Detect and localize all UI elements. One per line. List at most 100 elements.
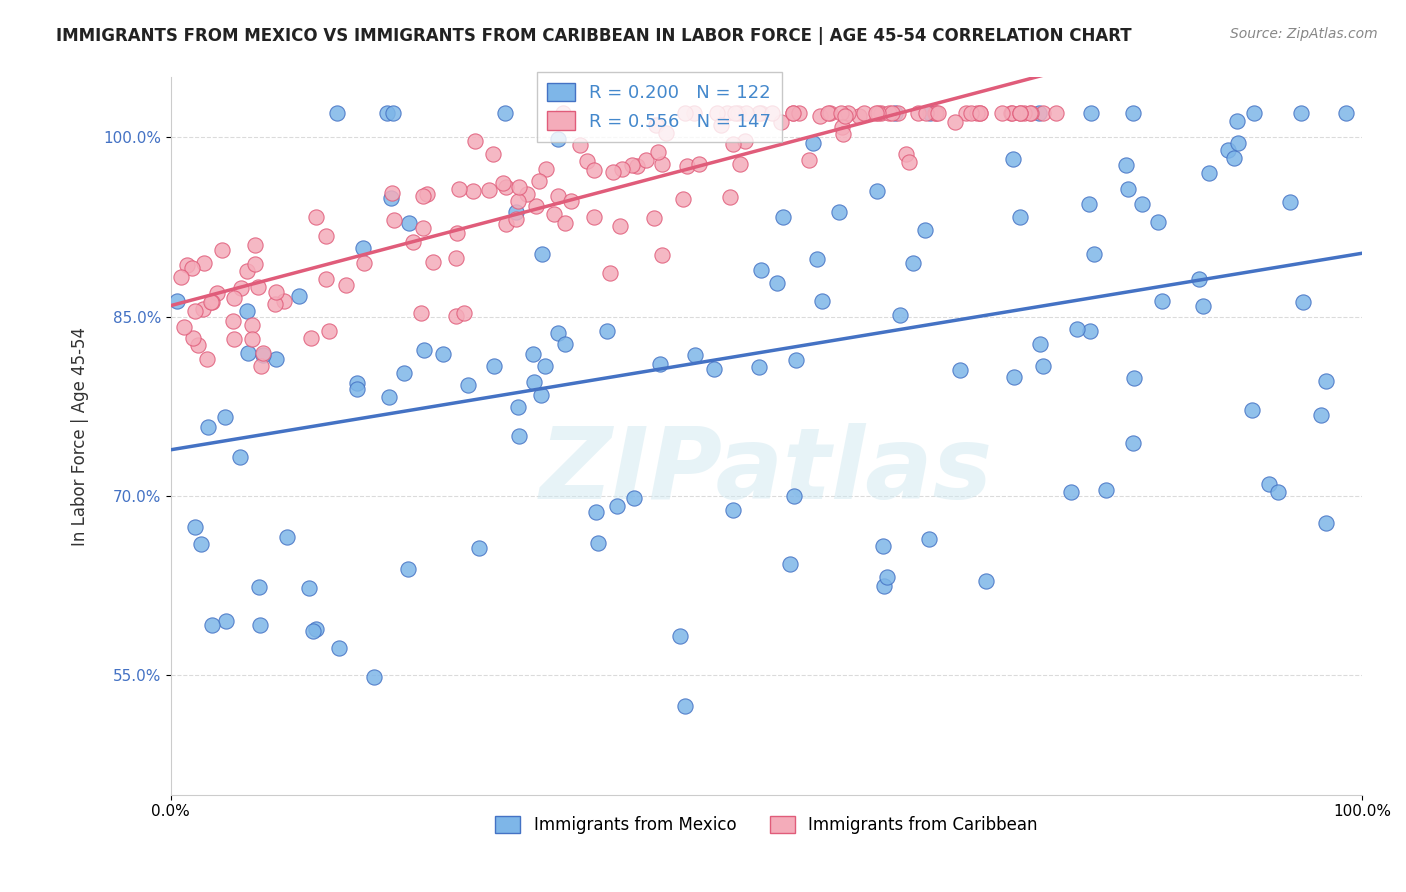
Point — [586, 535, 609, 549]
Point — [703, 362, 725, 376]
Point — [495, 218, 517, 232]
Point — [769, 114, 792, 128]
Point — [1029, 337, 1052, 351]
Point — [683, 348, 706, 362]
Point — [817, 106, 839, 120]
Point — [1147, 215, 1170, 229]
Point — [1028, 106, 1050, 120]
Point — [240, 332, 263, 346]
Point — [969, 106, 991, 120]
Point — [801, 136, 824, 151]
Point — [530, 388, 553, 402]
Point — [247, 280, 270, 294]
Point — [461, 185, 484, 199]
Point — [782, 106, 804, 120]
Point — [883, 106, 905, 120]
Point — [779, 557, 801, 571]
Point — [394, 366, 416, 380]
Point — [1018, 106, 1040, 120]
Point — [449, 182, 471, 196]
Point — [873, 579, 896, 593]
Point — [569, 138, 592, 153]
Point — [288, 288, 311, 302]
Point — [302, 624, 325, 639]
Point — [412, 343, 434, 358]
Point — [211, 243, 233, 257]
Point — [195, 352, 218, 367]
Point — [524, 199, 547, 213]
Point — [482, 359, 505, 374]
Point — [596, 324, 619, 338]
Point — [250, 359, 273, 373]
Point — [183, 331, 205, 345]
Text: Source: ZipAtlas.com: Source: ZipAtlas.com — [1230, 27, 1378, 41]
Point — [723, 502, 745, 516]
Point — [249, 618, 271, 632]
Point — [252, 346, 274, 360]
Point — [949, 363, 972, 377]
Point — [235, 304, 257, 318]
Point — [676, 159, 699, 173]
Point — [1001, 106, 1024, 120]
Point — [505, 212, 527, 227]
Point — [1010, 106, 1032, 120]
Point — [1226, 113, 1249, 128]
Point — [920, 106, 942, 120]
Point — [1315, 374, 1337, 388]
Point — [315, 228, 337, 243]
Point — [547, 188, 569, 202]
Point — [1243, 106, 1265, 120]
Point — [721, 137, 744, 152]
Point — [1292, 295, 1315, 310]
Point — [506, 400, 529, 414]
Point — [1080, 106, 1102, 120]
Point — [432, 347, 454, 361]
Point — [382, 106, 405, 120]
Point — [1336, 106, 1358, 120]
Point — [848, 109, 870, 123]
Point — [644, 118, 666, 132]
Point — [224, 292, 246, 306]
Point — [1010, 210, 1032, 224]
Point — [352, 241, 374, 255]
Point — [381, 186, 404, 200]
Point — [1122, 371, 1144, 385]
Point — [492, 176, 515, 190]
Point — [626, 159, 648, 173]
Point — [706, 106, 728, 120]
Point — [865, 106, 887, 120]
Point — [529, 174, 551, 188]
Point — [222, 333, 245, 347]
Point — [506, 194, 529, 208]
Point — [853, 106, 876, 120]
Point — [346, 376, 368, 390]
Point — [955, 106, 977, 120]
Point — [560, 194, 582, 209]
Point — [1066, 322, 1088, 336]
Point — [943, 115, 966, 129]
Point — [551, 106, 574, 120]
Point — [1045, 106, 1067, 120]
Point — [585, 505, 607, 519]
Point — [176, 259, 198, 273]
Point — [877, 106, 900, 120]
Point — [889, 308, 911, 322]
Point — [264, 352, 287, 367]
Point — [1032, 359, 1054, 373]
Point — [1152, 294, 1174, 309]
Point — [215, 614, 238, 628]
Point — [655, 127, 678, 141]
Point — [1198, 166, 1220, 180]
Point — [444, 309, 467, 323]
Point — [245, 257, 267, 271]
Point — [865, 184, 887, 198]
Point — [377, 106, 399, 120]
Point — [727, 106, 749, 120]
Point — [384, 212, 406, 227]
Point — [409, 306, 432, 320]
Point — [412, 189, 434, 203]
Point — [1216, 143, 1239, 157]
Point — [1258, 476, 1281, 491]
Point — [201, 618, 224, 632]
Point — [416, 186, 439, 201]
